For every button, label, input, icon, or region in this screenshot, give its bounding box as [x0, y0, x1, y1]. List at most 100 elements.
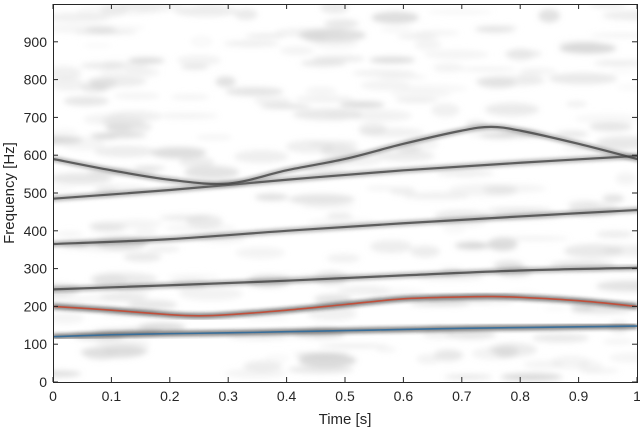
noise-blob: [235, 247, 286, 259]
noise-blob: [86, 220, 157, 230]
noise-blob: [127, 299, 178, 310]
y-tick-label: 0: [39, 374, 47, 390]
x-axis-label: Time [s]: [319, 411, 372, 428]
noise-blob: [486, 207, 553, 214]
noise-blob: [523, 360, 565, 370]
tracked-series: [53, 293, 637, 340]
noise-blob: [481, 184, 547, 193]
y-tick-label: 500: [24, 185, 48, 201]
noise-blob: [234, 8, 258, 21]
noise-blob: [326, 212, 353, 220]
noise-blob: [589, 122, 633, 132]
noise-blob: [123, 252, 162, 262]
noise-blob: [102, 344, 150, 357]
noise-blob: [93, 145, 157, 158]
x-tick-label: 0.9: [569, 388, 589, 404]
noise-blob: [189, 35, 213, 48]
noise-blob: [378, 74, 428, 80]
noise-blob: [305, 86, 337, 95]
noise-blob: [99, 292, 149, 301]
y-tick-label: 400: [24, 223, 48, 239]
noise-blob: [433, 63, 464, 73]
noise-blob: [127, 57, 165, 64]
noise-blob: [53, 312, 85, 324]
noise-blob: [320, 145, 359, 156]
noise-blob: [571, 307, 632, 314]
noise-blob: [234, 150, 289, 164]
noise-blob: [337, 285, 392, 295]
noise-blob: [106, 112, 130, 123]
noise-blob: [565, 101, 588, 107]
noise-blob: [500, 373, 563, 381]
noise-blob: [121, 61, 148, 70]
noise-blob: [294, 352, 349, 358]
noise-blob: [184, 165, 240, 180]
noise-blob: [578, 367, 620, 374]
noise-blob: [532, 333, 590, 343]
harmonic-ridge-2: [53, 208, 637, 246]
noise-blob: [326, 109, 351, 121]
harmonic-ridge-3: [53, 154, 637, 200]
x-tick-label: 0.6: [394, 388, 414, 404]
noise-blob: [349, 109, 412, 122]
noise-blob: [53, 12, 111, 22]
noise-blob: [53, 77, 86, 92]
y-tick-label: 600: [24, 147, 48, 163]
noise-blob: [53, 186, 75, 191]
noise-blob: [176, 55, 222, 66]
noise-blob: [403, 192, 470, 200]
noise-blob: [74, 30, 138, 35]
x-tick-label: 0.8: [510, 388, 530, 404]
noise-blob: [243, 360, 283, 372]
series-line-1: [53, 325, 637, 338]
noise-blob: [459, 67, 517, 72]
noise-blob: [369, 56, 416, 64]
noise-blob: [326, 253, 361, 263]
x-tick-label: 0.7: [452, 388, 472, 404]
noise-blob: [53, 172, 112, 185]
noise-blob: [494, 345, 519, 358]
noise-blob: [595, 136, 637, 150]
noise-blob: [174, 5, 238, 17]
y-axis: 0 100 200 300 400 500 600 700 800 900: [24, 34, 637, 390]
harmonic-ridge-4: [53, 125, 637, 186]
noise-blob: [593, 60, 637, 66]
noise-blob: [615, 172, 637, 185]
noise-blob: [307, 167, 347, 174]
noise-blob: [615, 83, 637, 92]
noise-blob: [243, 315, 290, 321]
noise-blob: [365, 185, 395, 191]
noise-blob: [454, 241, 489, 250]
noise-blob: [424, 50, 490, 59]
noise-blob: [82, 43, 113, 48]
noise-blob: [444, 374, 493, 379]
noise-blob: [379, 26, 414, 33]
noise-blob: [595, 230, 634, 238]
noise-blob: [555, 131, 589, 138]
noise-blob: [596, 280, 637, 292]
harmonic-ridge-1: [53, 266, 637, 291]
noise-blob: [589, 33, 637, 38]
noise-blob: [264, 353, 290, 363]
y-tick-label: 700: [24, 109, 48, 125]
noise-blob: [446, 329, 496, 340]
noise-blob: [409, 300, 471, 306]
noise-blob: [359, 127, 424, 138]
noise-blob: [397, 84, 469, 93]
noise-blob: [312, 55, 366, 63]
noise-blob: [416, 353, 442, 365]
noise-blob: [474, 75, 546, 87]
noise-blob: [307, 307, 357, 321]
noise-blob: [542, 306, 568, 311]
noise-blob: [426, 9, 493, 15]
y-tick-label: 300: [24, 261, 48, 277]
noise-blob: [375, 345, 397, 353]
y-axis-label: Frequency [Hz]: [1, 142, 18, 244]
noise-blob: [170, 93, 210, 101]
noise-blob: [317, 344, 388, 348]
noise-blob: [313, 294, 352, 305]
noise-blob: [215, 76, 236, 88]
noise-blob: [53, 370, 82, 377]
noise-blob: [487, 237, 518, 251]
